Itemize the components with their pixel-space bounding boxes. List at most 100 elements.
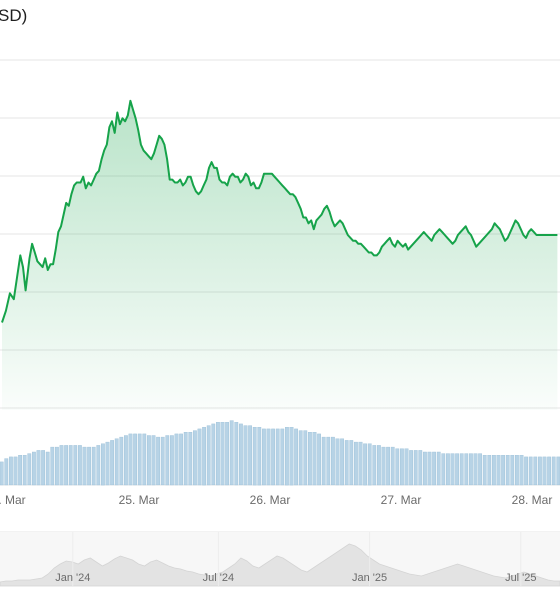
volume-bar bbox=[354, 441, 358, 486]
volume-bar bbox=[547, 456, 552, 486]
volume-bar bbox=[358, 441, 363, 486]
volume-bar bbox=[110, 440, 115, 486]
volume-bar bbox=[87, 446, 92, 486]
volume-bar bbox=[238, 423, 243, 486]
price-line bbox=[1, 99, 558, 323]
volume-bar bbox=[77, 445, 82, 486]
volume-bar bbox=[436, 451, 441, 486]
volume-bar bbox=[197, 428, 202, 486]
volume-bar bbox=[487, 455, 492, 486]
volume-bar bbox=[409, 450, 413, 486]
volume-bar bbox=[73, 445, 78, 486]
volume-bar bbox=[427, 451, 432, 486]
navigator[interactable]: Jan '24 Jul '24 Jan '25 Jul '25 bbox=[0, 531, 560, 587]
volume-bar bbox=[390, 446, 395, 486]
x-tick-label: 26. Mar bbox=[250, 493, 291, 507]
volume-bar bbox=[64, 445, 69, 486]
volume-bar bbox=[533, 456, 538, 486]
volume-bar bbox=[50, 446, 55, 486]
volume-bar bbox=[528, 456, 533, 486]
volume-bar bbox=[478, 453, 482, 486]
volume-bar bbox=[0, 461, 4, 486]
volume-bar bbox=[344, 440, 349, 486]
volume-bar bbox=[68, 445, 73, 486]
volume-bar bbox=[160, 436, 165, 486]
volume-bar bbox=[45, 451, 50, 486]
volume-bar bbox=[372, 445, 377, 486]
volume-bar bbox=[183, 432, 188, 486]
navigator-tick-label: Jul '25 bbox=[505, 572, 536, 584]
volume-bar bbox=[169, 435, 174, 486]
volume-bar bbox=[556, 456, 560, 486]
volume-bar bbox=[321, 436, 326, 486]
volume-bar bbox=[519, 455, 524, 486]
volume-bar bbox=[146, 435, 151, 486]
volume-bar bbox=[82, 446, 87, 486]
volume-bar bbox=[119, 436, 124, 486]
volume-bar bbox=[105, 441, 110, 486]
volume-bar bbox=[482, 455, 487, 486]
volume-bar bbox=[165, 435, 170, 486]
volume-bar bbox=[542, 456, 547, 486]
volume-bar bbox=[257, 427, 262, 486]
volume-bar bbox=[473, 453, 478, 486]
volume-bar bbox=[271, 428, 275, 486]
volume-bar bbox=[469, 453, 473, 486]
volume-bar bbox=[123, 435, 128, 486]
volume-bar bbox=[312, 432, 317, 486]
volume-bar bbox=[114, 438, 119, 486]
volume-bar bbox=[18, 455, 22, 486]
volume-bar bbox=[303, 430, 308, 486]
volume-bar bbox=[4, 458, 9, 486]
volume-bar bbox=[96, 445, 101, 486]
volume-bar bbox=[266, 428, 271, 486]
volume-bar bbox=[501, 455, 505, 486]
volume-bar bbox=[496, 455, 501, 486]
volume-bar bbox=[41, 450, 46, 486]
volume-bar bbox=[229, 420, 234, 486]
volume-bar bbox=[192, 430, 197, 486]
volume-bar bbox=[128, 433, 133, 486]
volume-bar bbox=[137, 433, 142, 486]
volume-bar bbox=[455, 453, 459, 486]
volume-bar bbox=[91, 446, 96, 486]
volume-bar bbox=[100, 443, 105, 486]
volume-bar bbox=[8, 456, 13, 486]
volume-bar bbox=[234, 422, 239, 486]
volume-bar bbox=[243, 425, 248, 486]
navigator-tick-label: Jul '24 bbox=[203, 572, 234, 584]
navigator-tick-label: Jan '24 bbox=[55, 572, 90, 584]
x-tick-label: 27. Mar bbox=[381, 493, 422, 507]
volume-bar bbox=[36, 450, 41, 486]
volume-bar bbox=[367, 443, 372, 486]
volume-bar bbox=[285, 427, 289, 486]
volume-bar bbox=[326, 436, 331, 486]
volume-bar bbox=[220, 422, 225, 486]
volume-bar bbox=[340, 438, 344, 486]
volume-bar bbox=[505, 455, 510, 486]
volume-bar bbox=[262, 428, 266, 486]
volume-bar bbox=[538, 456, 542, 486]
volume-bar bbox=[363, 443, 367, 486]
volume-bar bbox=[156, 436, 160, 486]
volume-bar bbox=[400, 448, 404, 486]
volume-bar bbox=[202, 427, 206, 486]
volume-bar bbox=[441, 453, 446, 486]
volume-bar bbox=[280, 428, 285, 486]
volume-bar bbox=[446, 453, 450, 486]
volume-bar bbox=[215, 422, 220, 486]
volume-bar bbox=[211, 423, 216, 486]
volume-bar bbox=[317, 433, 321, 486]
volume-bar bbox=[206, 425, 211, 486]
volume-bar bbox=[142, 433, 147, 486]
volume-bar bbox=[179, 433, 183, 486]
volume-bar bbox=[275, 428, 280, 486]
volume-bar bbox=[386, 446, 390, 486]
price-area bbox=[2, 100, 558, 411]
volume-bar bbox=[13, 456, 18, 486]
volume-bar bbox=[27, 453, 32, 486]
volume-bar bbox=[459, 453, 464, 486]
volume-bar bbox=[32, 451, 36, 486]
volume-bar bbox=[381, 446, 386, 486]
